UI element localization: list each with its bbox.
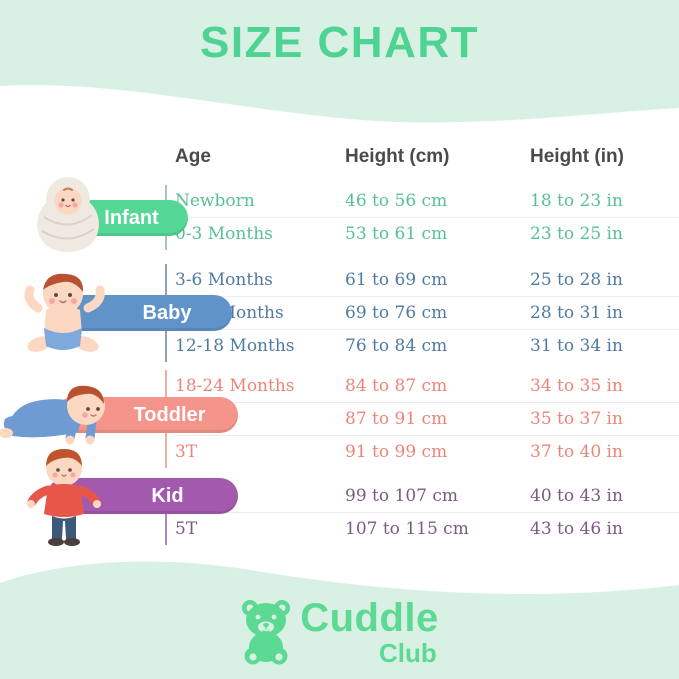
- height-cm-cell: 99 to 107 cm: [345, 486, 458, 506]
- height-in-cell: 28 to 31 in: [530, 303, 623, 323]
- toddler-illustration: [0, 385, 105, 445]
- height-cm-cell: 87 to 91 cm: [345, 409, 448, 429]
- height-cm-cell: 61 to 69 cm: [345, 270, 448, 290]
- bottom-wave-decoration: [0, 561, 679, 679]
- kid-illustration: [27, 448, 101, 546]
- height-in-cell: 43 to 46 in: [530, 519, 623, 539]
- brand-text: Cuddle Club: [300, 598, 439, 666]
- height-cm-cell: 76 to 84 cm: [345, 336, 448, 356]
- column-header-height-cm: Height (cm): [345, 146, 450, 167]
- age-cell: 12-18 Months: [175, 336, 295, 356]
- group-toddler-rows: 18-24 Months 84 to 87 cm 34 to 35 in 2T …: [165, 370, 679, 468]
- group-toddler: Toddler 18-24 Months 84 to 87 cm 34 to 3…: [0, 370, 679, 468]
- table-row: 6-12 Months 69 to 76 cm 28 to 31 in: [175, 296, 679, 329]
- group-label: Toddler: [133, 403, 206, 426]
- column-header-age: Age: [175, 146, 211, 167]
- cuddle-club-logo: Cuddle Club: [0, 598, 679, 666]
- height-in-cell: 31 to 34 in: [530, 336, 623, 356]
- height-cm-cell: 53 to 61 cm: [345, 224, 448, 244]
- group-infant-left: Infant: [0, 177, 188, 253]
- age-cell: Newborn: [175, 191, 255, 211]
- column-header-height-in: Height (in): [530, 146, 624, 167]
- height-in-cell: 18 to 23 in: [530, 191, 623, 211]
- group-infant: Infant Newborn 46 to 56 cm 18 to 23 in 0…: [0, 177, 679, 253]
- height-in-cell: 40 to 43 in: [530, 486, 623, 506]
- height-cm-cell: 69 to 76 cm: [345, 303, 448, 323]
- group-baby-left: Baby: [0, 264, 232, 362]
- group-infant-rows: Newborn 46 to 56 cm 18 to 23 in 0-3 Mont…: [165, 185, 679, 250]
- brand-subname: Club: [379, 638, 437, 668]
- group-label: Infant: [104, 206, 159, 229]
- bottom-wave-band: Cuddle Club: [0, 554, 679, 679]
- group-label: Baby: [142, 301, 192, 324]
- table-row: 3-6 Months 61 to 69 cm 25 to 28 in: [175, 264, 679, 296]
- table-row: 3T 91 to 99 cm 37 to 40 in: [175, 435, 679, 468]
- table-row: 5T 107 to 115 cm 43 to 46 in: [175, 512, 679, 545]
- group-baby-rows: 3-6 Months 61 to 69 cm 25 to 28 in 6-12 …: [165, 264, 679, 362]
- baby-illustration: [24, 273, 105, 352]
- height-in-cell: 35 to 37 in: [530, 409, 623, 429]
- group-pill-baby: Baby: [58, 295, 232, 331]
- teddy-bear-icon: [242, 600, 291, 665]
- table-row: Newborn 46 to 56 cm 18 to 23 in: [175, 185, 679, 217]
- group-kid-left: Kid: [0, 448, 238, 546]
- group-kid: Kid 4T 99 to 107 cm 40 to 43 in 5T 107 t…: [0, 448, 679, 546]
- height-in-cell: 34 to 35 in: [530, 376, 623, 396]
- height-in-cell: 25 to 28 in: [530, 270, 623, 290]
- table-row: 18-24 Months 84 to 87 cm 34 to 35 in: [175, 370, 679, 402]
- height-in-cell: 37 to 40 in: [530, 442, 623, 462]
- table-header-row: Age Height (cm) Height (in): [175, 146, 679, 168]
- group-kid-rows: 4T 99 to 107 cm 40 to 43 in 5T 107 to 11…: [165, 480, 679, 545]
- height-cm-cell: 107 to 115 cm: [345, 519, 469, 539]
- age-cell: 3-6 Months: [175, 270, 273, 290]
- age-cell: 5T: [175, 519, 198, 539]
- infant-illustration: [37, 177, 99, 253]
- age-cell: 18-24 Months: [175, 376, 295, 396]
- page-title: SIZE CHART: [200, 18, 479, 67]
- group-toddler-left: Toddler: [0, 370, 238, 468]
- height-cm-cell: 84 to 87 cm: [345, 376, 448, 396]
- group-label: Kid: [151, 484, 184, 507]
- height-in-cell: 23 to 25 in: [530, 224, 623, 244]
- age-cell: 0-3 Months: [175, 224, 273, 244]
- height-cm-cell: 46 to 56 cm: [345, 191, 448, 211]
- table-row: 0-3 Months 53 to 61 cm 23 to 25 in: [175, 217, 679, 250]
- size-table: Age Height (cm) Height (in): [0, 146, 679, 546]
- table-row: 4T 99 to 107 cm 40 to 43 in: [175, 480, 679, 512]
- table-row: 2T 87 to 91 cm 35 to 37 in: [175, 402, 679, 435]
- table-row: 12-18 Months 76 to 84 cm 31 to 34 in: [175, 329, 679, 362]
- brand-name: Cuddle: [300, 596, 439, 640]
- height-cm-cell: 91 to 99 cm: [345, 442, 448, 462]
- group-baby: Baby 3-6 Months 61 to 69 cm 25 to 28 in …: [0, 264, 679, 362]
- age-cell: 3T: [175, 442, 198, 462]
